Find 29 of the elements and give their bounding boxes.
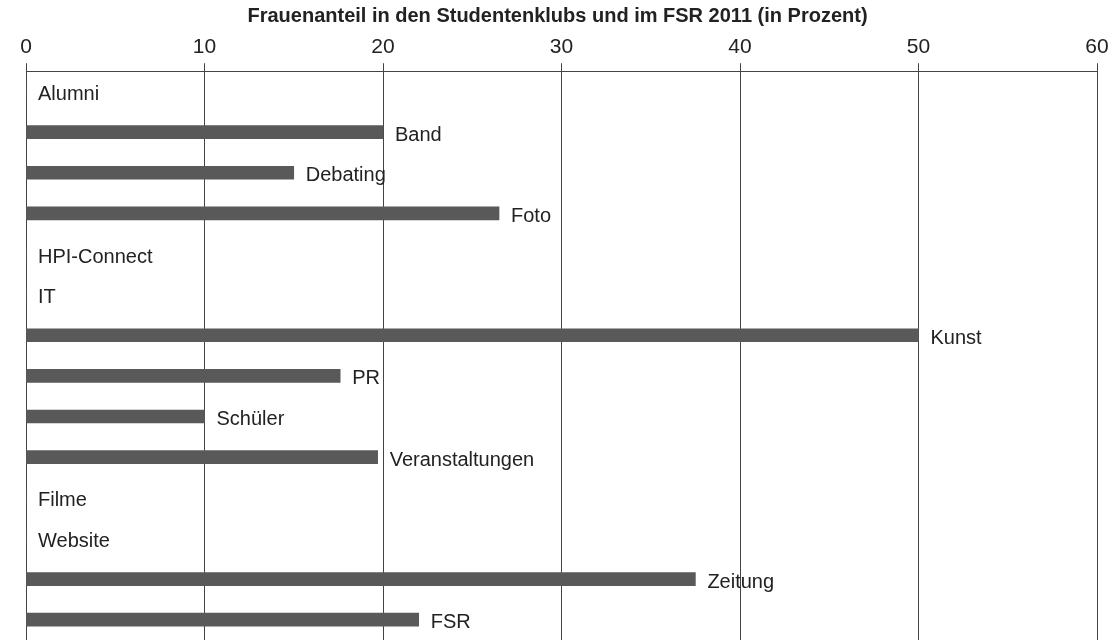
x-tick-label: 40 (728, 34, 752, 58)
bar (26, 612, 420, 627)
x-tick-label: 10 (192, 34, 217, 58)
y-tick-label: Website (38, 528, 110, 551)
bar (26, 450, 378, 464)
y-tick-label: Alumni (38, 82, 100, 105)
y-tick-label: Filme (38, 488, 87, 511)
bar (26, 409, 205, 424)
x-tick-label: 30 (549, 34, 574, 58)
y-tick-label: Band (395, 122, 442, 145)
chart-title: Frauenanteil in den Studentenklubs und im FSR 2011 (in Prozent) (247, 3, 868, 26)
x-tick-label: 50 (906, 34, 931, 58)
bar (26, 125, 384, 139)
y-tick-label: Veranstaltungen (389, 447, 535, 470)
y-tick-label: HPI-Connect (38, 244, 153, 267)
bar (26, 165, 295, 180)
x-tick-label: 0 (20, 34, 32, 58)
x-tick-label: 60 (1085, 34, 1109, 58)
y-tick-label: FSR (430, 610, 471, 633)
y-tick-label: Kunst (930, 325, 983, 348)
y-tick-label: PR (352, 366, 380, 389)
x-tick-label: 20 (371, 34, 395, 58)
bar (26, 572, 696, 586)
y-tick-label: Foto (511, 203, 552, 226)
y-tick-label: IT (38, 285, 56, 308)
bar (26, 206, 500, 221)
bar (26, 369, 341, 383)
bar (26, 328, 919, 343)
y-tick-label: Schüler (216, 407, 285, 430)
